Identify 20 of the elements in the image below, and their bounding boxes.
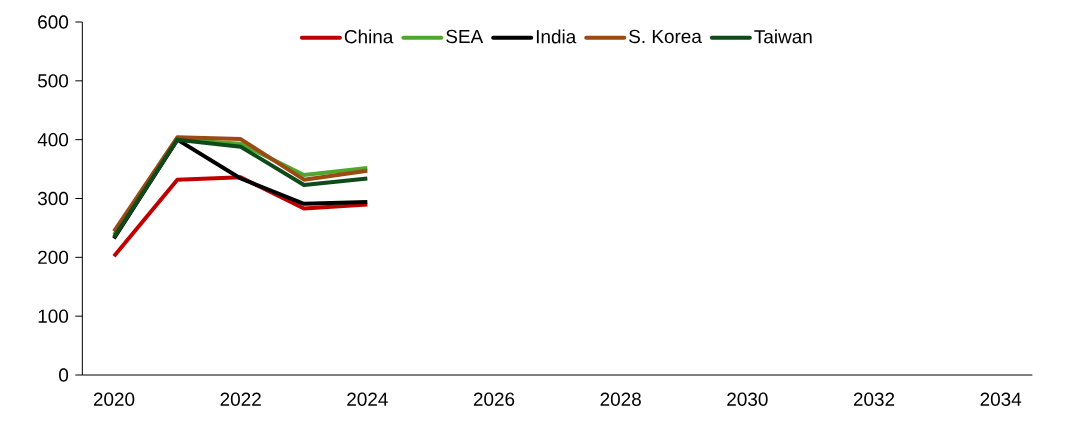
legend-label: India [536, 29, 577, 44]
legend-label: Taiwan [754, 29, 812, 44]
x-tick-label: 2034 [980, 392, 1022, 406]
x-tick-label: 2024 [347, 392, 388, 406]
x-tick-label: 2022 [220, 392, 261, 406]
y-tick-label: 300 [37, 191, 69, 206]
y-tick-label: 600 [38, 15, 69, 29]
y-tick-label: 0 [59, 368, 69, 382]
y-tick-label: 100 [38, 309, 69, 323]
x-tick-label: 2032 [853, 392, 895, 406]
x-tick-label: 2030 [727, 392, 768, 406]
y-tick-label: 500 [37, 74, 69, 88]
legend-label: China [344, 29, 394, 44]
y-tick-label: 400 [37, 132, 69, 147]
x-tick-label: 2020 [93, 392, 135, 406]
legend-label: S. Korea [629, 29, 702, 44]
legend-label: SEA [446, 29, 484, 44]
x-tick-label: 2028 [600, 392, 641, 406]
x-tick-label: 2026 [473, 392, 515, 406]
y-tick-label: 200 [38, 250, 69, 265]
